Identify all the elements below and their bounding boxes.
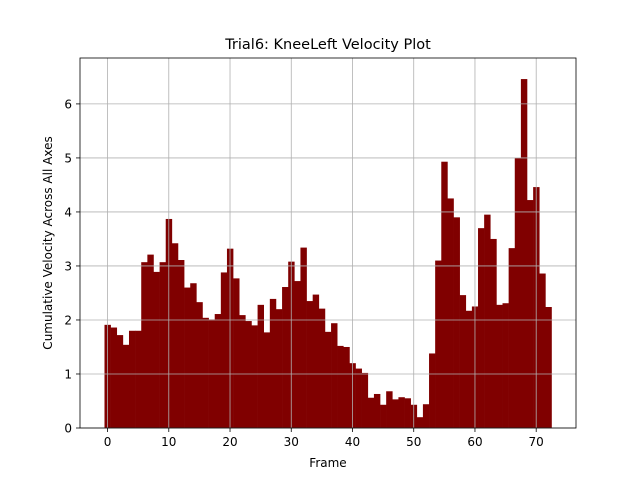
bar-frame-65 [502,303,509,428]
bar-frame-49 [404,398,411,428]
bar-series [104,79,552,428]
bar-frame-47 [392,399,399,428]
bar-frame-67 [514,157,522,428]
bar-frame-58 [459,295,467,428]
y-tick-label: 6 [64,97,72,111]
chart-title: Trial6: KneeLeft Velocity Plot [224,37,431,53]
bar-frame-37 [331,323,338,428]
y-tick-label: 0 [64,422,72,436]
y-tick-label: 1 [64,367,72,381]
bar-frame-71 [539,273,546,428]
bar-frame-23 [245,321,252,428]
bar-frame-35 [318,308,326,428]
bar-frame-41 [355,368,362,428]
bar-frame-25 [257,304,264,428]
bar-frame-55 [441,161,448,428]
x-axis-label: Frame [309,456,346,470]
x-tick-label: 10 [161,435,176,449]
grid-overlay [80,58,576,429]
bar-frame-32 [300,247,307,428]
bar-frame-21 [233,278,240,428]
x-tick-label: 20 [222,435,237,449]
x-tick-label: 60 [467,435,482,449]
x-tick-label: 70 [529,435,544,449]
bar-frame-68 [520,79,528,428]
bar-frame-31 [294,281,301,428]
bar-frame-8 [153,271,160,428]
bar-frame-13 [184,287,191,428]
y-axis-ticks: 0 1 2 3 4 5 6 [64,97,80,436]
bar-frame-28 [275,309,283,428]
bar-frame-15 [196,302,203,428]
bar-frame-57 [453,217,460,428]
bar-frame-53 [429,353,436,428]
bar-frame-11 [171,243,179,428]
y-tick-label: 5 [64,151,72,165]
bar-frame-48 [398,397,405,428]
y-tick-label: 4 [64,205,72,219]
bar-frame-61 [478,228,485,428]
bar-frame-64 [496,304,503,428]
bar-frame-29 [282,287,289,428]
x-tick-label: 40 [345,435,360,449]
bar-frame-66 [508,248,516,428]
bar-frame-19 [220,272,228,428]
bar-frame-56 [447,198,454,428]
bar-frame-69 [527,200,534,428]
bar-frame-12 [177,260,185,428]
bar-frame-14 [190,283,197,428]
bar-frame-38 [337,345,344,428]
bar-frame-26 [263,332,271,428]
bar-frame-7 [147,254,154,428]
bar-frame-63 [490,238,497,428]
bar-frame-1 [110,327,118,428]
bar-frame-42 [361,372,369,428]
bar-frame-24 [251,325,258,428]
y-axis-label: Cumulative Velocity Across All Axes [41,136,55,349]
x-axis-ticks: 0 10 20 30 40 50 60 70 [104,428,544,449]
y-tick-label: 3 [64,259,72,273]
bar-frame-46 [386,391,393,428]
bar-frame-45 [380,404,387,428]
bar-frame-3 [122,344,130,428]
bar-frame-44 [373,393,381,428]
bar-frame-62 [484,214,491,428]
x-tick-label: 0 [104,435,112,449]
bar-frame-18 [214,314,222,428]
bar-frame-34 [312,294,320,428]
bar-frame-5 [135,330,142,428]
bar-frame-16 [202,317,209,428]
bar-frame-27 [269,298,277,428]
y-tick-label: 2 [64,313,72,327]
x-tick-label: 50 [406,435,421,449]
bar-frame-9 [159,262,167,428]
bar-frame-22 [239,315,246,428]
bar-frame-36 [324,331,332,428]
bar-frame-72 [545,307,552,428]
bar-frame-51 [416,417,424,428]
bar-frame-33 [306,301,313,428]
bar-frame-52 [422,404,430,428]
bar-frame-54 [435,260,442,428]
bar-frame-43 [367,397,375,428]
bar-frame-4 [128,330,136,428]
bar-frame-6 [141,262,148,428]
bar-frame-2 [116,335,124,428]
x-tick-label: 30 [284,435,299,449]
bar-frame-39 [343,346,350,428]
plot-frame [79,57,577,429]
bar-frame-59 [465,310,473,428]
